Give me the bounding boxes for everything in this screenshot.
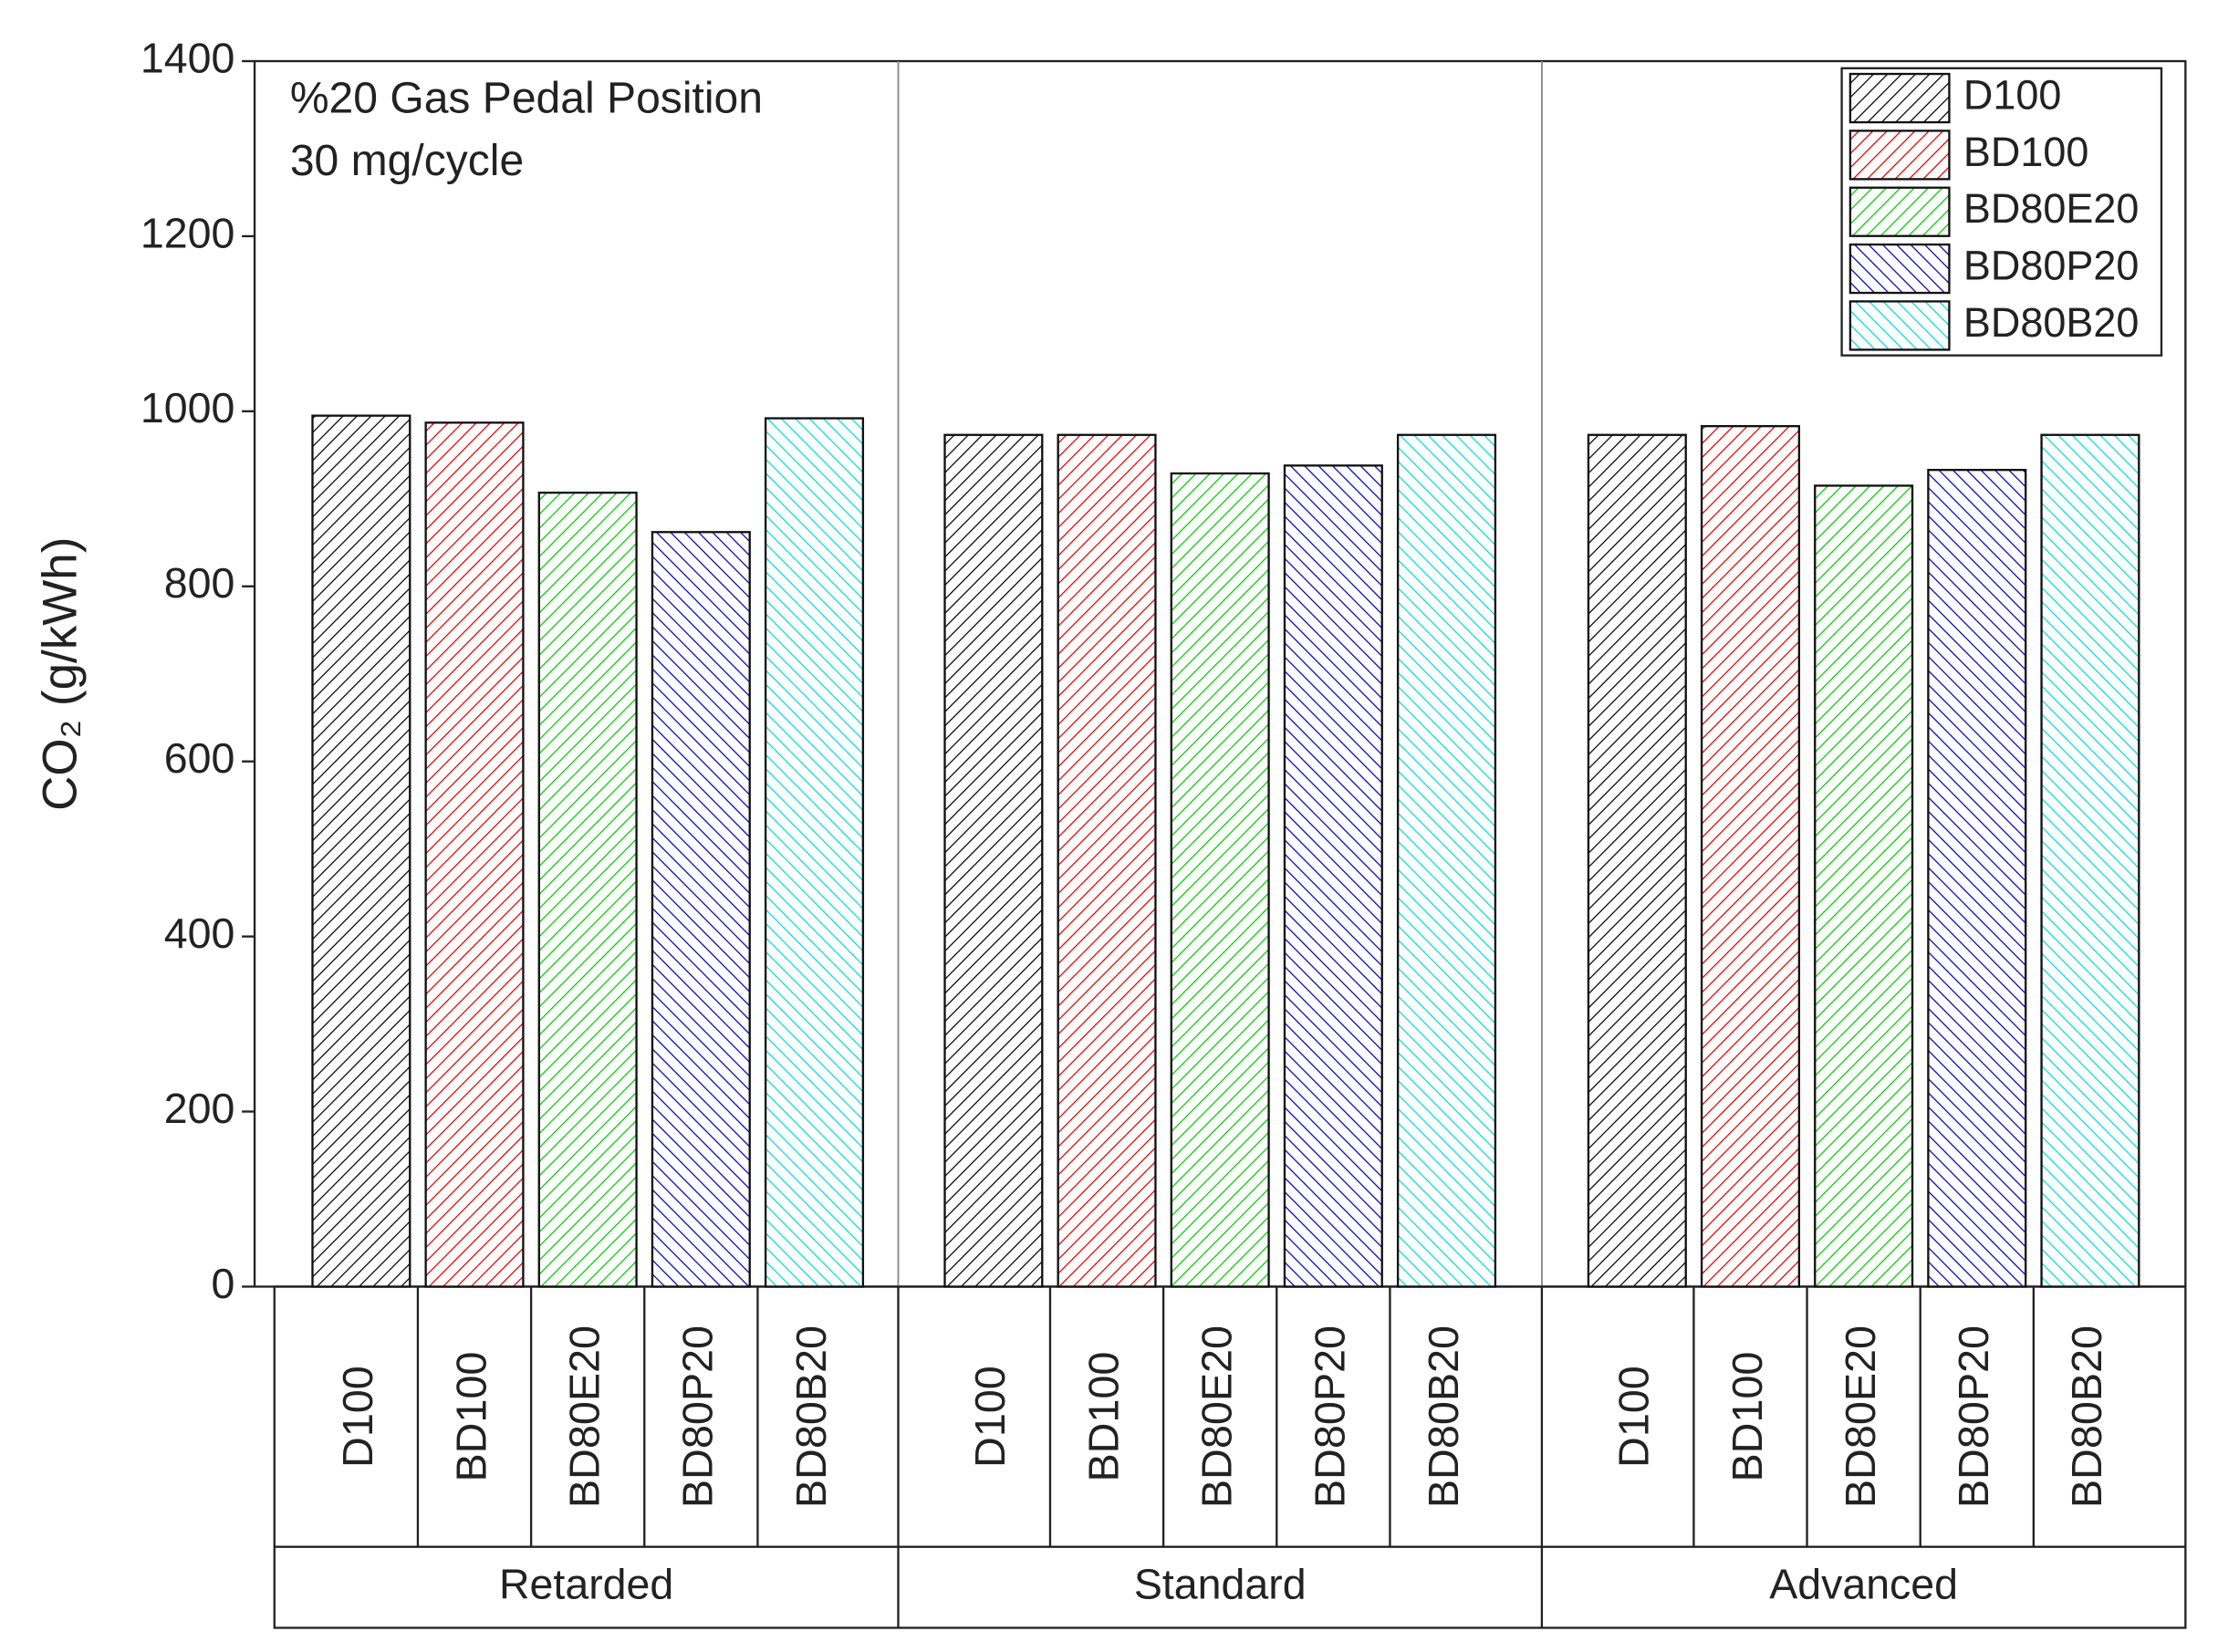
x-tick-label: BD80B20	[1420, 1325, 1467, 1508]
x-tick-label: BD80B20	[2063, 1325, 2110, 1508]
y-tick-label: 200	[164, 1085, 235, 1132]
bar	[943, 433, 1044, 1288]
legend-label: BD80B20	[1963, 299, 2139, 346]
bar	[1587, 433, 1687, 1288]
legend-swatch	[1848, 186, 1951, 237]
y-tick-label: 0	[211, 1260, 234, 1307]
x-tick-label: BD80E20	[561, 1325, 609, 1508]
bar	[424, 421, 525, 1288]
y-tick-label: 800	[164, 559, 235, 607]
group-label: Standard	[1134, 1560, 1307, 1607]
y-tick-label: 1200	[141, 209, 234, 256]
x-tick-label: BD80P20	[1950, 1325, 1997, 1508]
annotation: %20 Gas Pedal Position	[290, 73, 763, 122]
legend-swatch	[1848, 243, 1951, 295]
legend-label: D100	[1963, 71, 2061, 118]
bar	[1814, 484, 1914, 1288]
x-tick-label: BD100	[1723, 1352, 1771, 1482]
y-tick-label: 1000	[141, 384, 234, 431]
group-label: Advanced	[1769, 1560, 1958, 1607]
bar	[1057, 433, 1157, 1288]
legend-swatch	[1848, 300, 1951, 351]
x-tick-label: BD80P20	[674, 1325, 722, 1508]
x-tick-label: BD80P20	[1307, 1325, 1354, 1508]
y-tick-label: 600	[164, 734, 235, 782]
legend-swatch	[1848, 130, 1951, 181]
x-tick-label: BD80E20	[1193, 1325, 1241, 1508]
bar	[311, 414, 411, 1288]
group-label: Retarded	[499, 1560, 673, 1607]
x-tick-label: D100	[1610, 1366, 1658, 1468]
y-axis-label: CO₂ (g/kWh)	[34, 537, 88, 811]
x-tick-label: BD100	[1079, 1352, 1127, 1482]
bar	[1700, 425, 1801, 1288]
bar	[1170, 472, 1270, 1288]
legend-label: BD80P20	[1963, 242, 2139, 288]
y-tick-label: 1400	[141, 34, 234, 81]
bar	[651, 531, 751, 1288]
y-tick-label: 400	[164, 909, 235, 957]
bar	[764, 417, 865, 1288]
bar	[1283, 464, 1383, 1288]
bar	[2040, 433, 2140, 1288]
bar	[1927, 468, 2027, 1288]
x-tick-label: D100	[334, 1366, 381, 1468]
legend-swatch	[1848, 72, 1951, 124]
legend-label: BD100	[1963, 129, 2088, 175]
x-tick-label: D100	[966, 1366, 1014, 1468]
x-tick-label: BD100	[447, 1352, 495, 1482]
bar	[537, 491, 638, 1288]
bar	[1396, 433, 1497, 1288]
annotation: 30 mg/cycle	[290, 136, 524, 185]
x-tick-label: BD80B20	[787, 1325, 835, 1508]
legend-label: BD80E20	[1963, 185, 2139, 232]
x-tick-label: BD80E20	[1837, 1325, 1884, 1508]
